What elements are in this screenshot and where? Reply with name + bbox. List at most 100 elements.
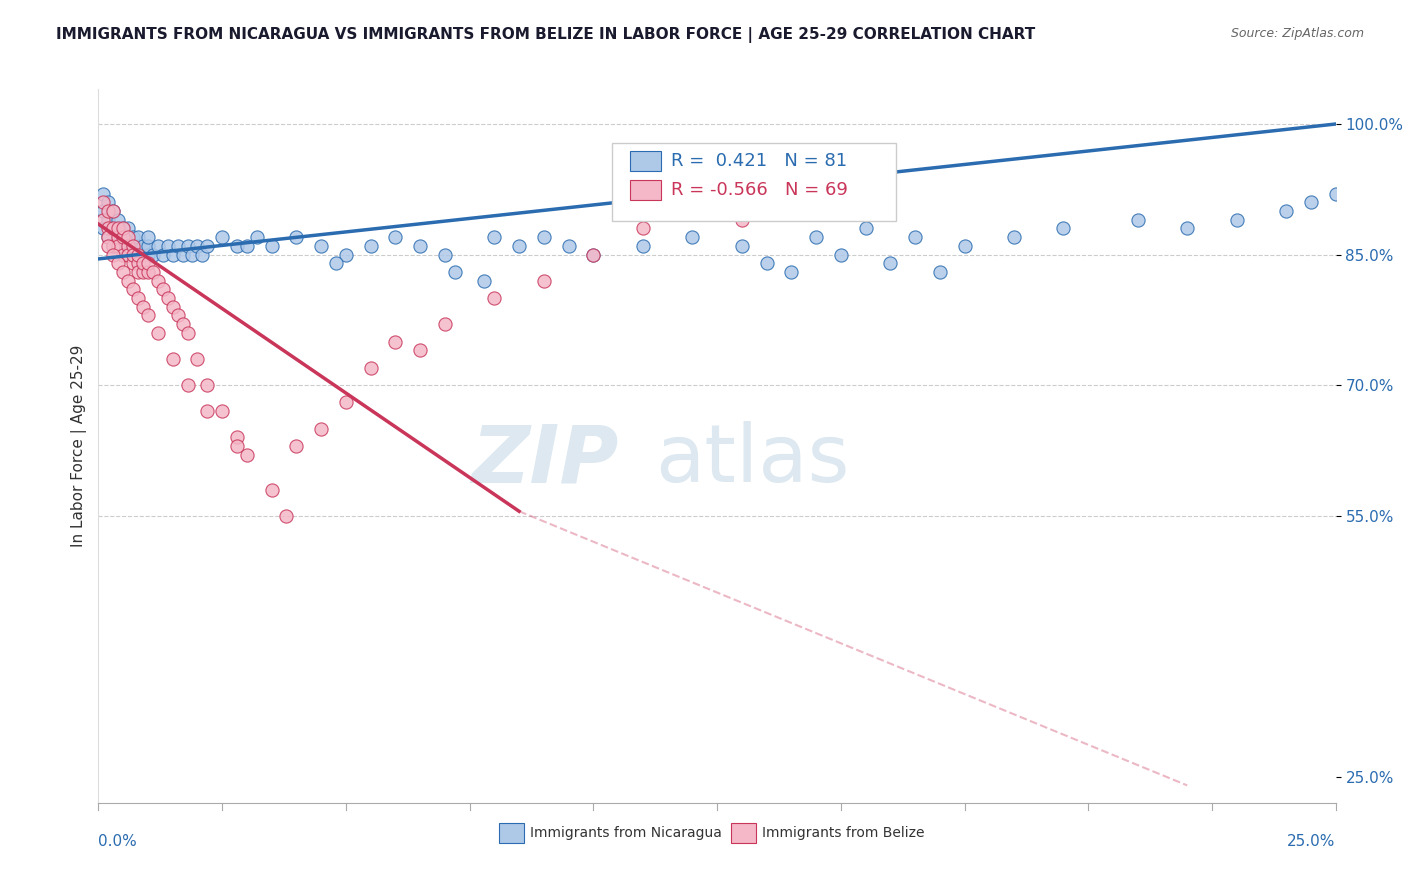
Point	[142, 265, 165, 279]
Point	[309, 421, 332, 435]
Point	[731, 212, 754, 227]
Point	[142, 247, 165, 261]
Point	[103, 221, 125, 235]
Point	[409, 343, 432, 358]
Point	[508, 239, 530, 253]
Bar	[630, 152, 661, 171]
Point	[360, 360, 382, 375]
Point	[122, 230, 145, 244]
Point	[176, 239, 198, 253]
Point	[309, 239, 332, 253]
Point	[107, 221, 129, 235]
Point	[186, 351, 208, 366]
Point	[879, 256, 901, 270]
Point	[191, 247, 214, 261]
Point	[107, 239, 129, 253]
Point	[132, 239, 155, 253]
Point	[276, 508, 298, 523]
Point	[176, 378, 198, 392]
Point	[1175, 221, 1198, 235]
Point	[122, 282, 145, 296]
Point	[112, 221, 135, 235]
Text: 0.0%: 0.0%	[98, 834, 138, 849]
Point	[117, 274, 139, 288]
Point	[780, 265, 803, 279]
Point	[433, 247, 456, 261]
Point	[162, 247, 184, 261]
FancyBboxPatch shape	[612, 143, 897, 221]
Point	[285, 230, 308, 244]
Text: 25.0%: 25.0%	[1288, 834, 1336, 849]
Point	[226, 439, 249, 453]
Point	[631, 221, 654, 235]
Point	[1052, 221, 1074, 235]
Point	[103, 204, 125, 219]
Point	[117, 230, 139, 244]
Point	[112, 230, 135, 244]
Point	[93, 186, 115, 201]
Point	[103, 221, 125, 235]
Point	[1324, 186, 1347, 201]
Point	[112, 239, 135, 253]
Point	[107, 212, 129, 227]
Point	[1299, 195, 1322, 210]
Point	[122, 247, 145, 261]
Point	[127, 256, 149, 270]
Point	[93, 221, 115, 235]
Point	[443, 265, 465, 279]
Point	[582, 247, 605, 261]
Point	[260, 483, 283, 497]
Text: IMMIGRANTS FROM NICARAGUA VS IMMIGRANTS FROM BELIZE IN LABOR FORCE | AGE 25-29 C: IMMIGRANTS FROM NICARAGUA VS IMMIGRANTS …	[56, 27, 1035, 43]
Point	[484, 291, 506, 305]
Point	[156, 239, 179, 253]
Point	[127, 291, 149, 305]
Point	[474, 274, 496, 288]
Point	[260, 239, 283, 253]
Point	[127, 247, 149, 261]
Point	[162, 300, 184, 314]
Point	[211, 404, 233, 418]
Point	[172, 317, 194, 331]
Point	[127, 230, 149, 244]
Point	[136, 247, 159, 261]
Point	[103, 239, 125, 253]
Y-axis label: In Labor Force | Age 25-29: In Labor Force | Age 25-29	[72, 345, 87, 547]
Point	[533, 230, 555, 244]
Point	[136, 239, 159, 253]
Text: Immigrants from Belize: Immigrants from Belize	[762, 826, 925, 840]
Point	[132, 256, 155, 270]
Point	[132, 300, 155, 314]
Point	[236, 239, 259, 253]
Point	[146, 239, 169, 253]
Point	[384, 334, 406, 349]
Point	[112, 230, 135, 244]
Point	[103, 247, 125, 261]
Point	[97, 195, 120, 210]
Point	[152, 282, 174, 296]
Point	[195, 239, 218, 253]
Point	[117, 239, 139, 253]
Point	[117, 221, 139, 235]
Point	[156, 291, 179, 305]
Point	[97, 230, 120, 244]
Point	[195, 378, 218, 392]
Point	[93, 204, 115, 219]
Point	[360, 239, 382, 253]
Point	[127, 265, 149, 279]
Point	[433, 317, 456, 331]
Point	[226, 430, 249, 444]
Point	[236, 448, 259, 462]
Point	[1002, 230, 1025, 244]
Point	[112, 221, 135, 235]
Point	[211, 230, 233, 244]
Point	[246, 230, 269, 244]
Point	[136, 230, 159, 244]
Point	[97, 212, 120, 227]
Point	[172, 247, 194, 261]
Point	[1126, 212, 1149, 227]
Point	[112, 265, 135, 279]
Point	[681, 230, 703, 244]
Point	[804, 230, 827, 244]
Point	[93, 212, 115, 227]
Point	[335, 247, 357, 261]
